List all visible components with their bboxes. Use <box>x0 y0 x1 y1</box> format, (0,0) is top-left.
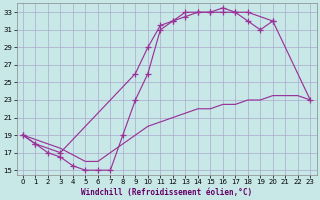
X-axis label: Windchill (Refroidissement éolien,°C): Windchill (Refroidissement éolien,°C) <box>81 188 252 197</box>
